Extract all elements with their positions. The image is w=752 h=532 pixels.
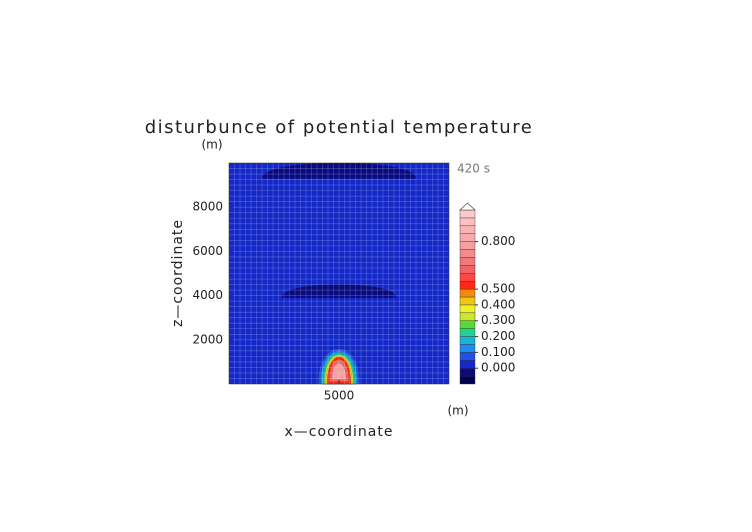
colorbar-extend [459,202,476,211]
colorbar-segment [459,312,476,321]
colorbar-tick-label: 0.000 [481,361,515,375]
colorbar-segment [459,233,476,242]
colorbar-segment [459,249,476,258]
colorbar-segment [459,328,476,337]
y-tick-label: 6000 [192,244,223,258]
colorbar-segment [459,344,476,353]
time-label: 420 s [457,162,490,176]
field-background [229,163,449,384]
colorbar-tick-label: 0.200 [481,329,515,343]
colorbar-segment [459,352,476,361]
colorbar-segment [459,265,476,274]
colorbar-segment [459,273,476,282]
contour-region [331,362,347,380]
y-tick-label: 4000 [192,288,223,302]
colorbar-segment [459,209,476,219]
colorbar-tick-label: 0.100 [481,345,515,359]
colorbar-segment [459,288,476,298]
colorbar-segment [459,280,476,290]
y-unit: (m) [201,138,222,152]
colorbar-segment [459,336,476,345]
colorbar-segment [459,217,476,227]
x-unit: (m) [447,404,468,418]
colorbar-segment [459,304,476,314]
colorbar-segment [459,225,476,234]
colorbar-tick-label: 0.300 [481,313,515,327]
colorbar-tick-label: 0.800 [481,234,515,248]
x-tick-label: 5000 [324,389,355,403]
colorbar-tick-label: 0.400 [481,297,515,311]
x-axis-label: x—coordinate [285,424,394,440]
y-tick-label: 8000 [192,200,223,214]
colorbar-segment [459,367,476,377]
contour-region [281,284,397,299]
y-tick-label: 2000 [192,332,223,346]
colorbar-segment [459,320,476,329]
colorbar-segment [459,257,476,266]
colorbar-segment [459,296,476,306]
colorbar-segment [459,241,476,250]
colorbar-segment [459,375,476,385]
colorbar-segment [459,360,476,369]
y-axis-label: z—coordinate [170,219,186,327]
chart-title: disturbunce of potential temperature [145,117,534,138]
colorbar-tick-label: 0.500 [481,282,515,296]
